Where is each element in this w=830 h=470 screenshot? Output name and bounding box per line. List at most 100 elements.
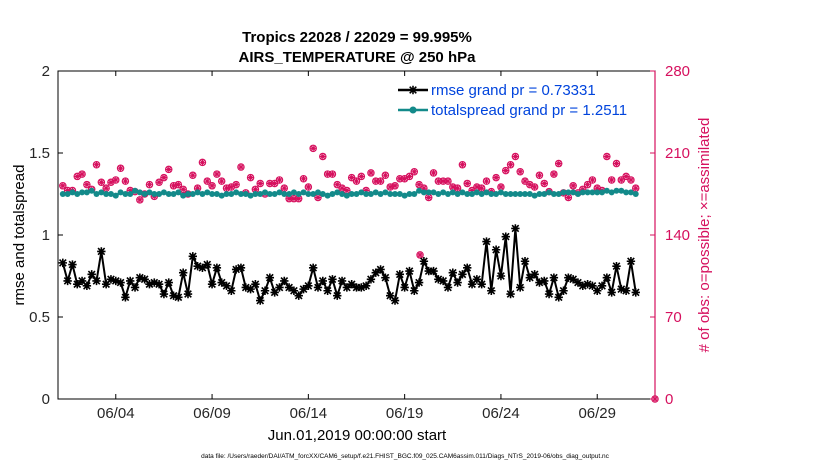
obs-assimilated-marker [589,176,596,184]
rmse-point [227,286,236,295]
star-center [104,282,109,287]
star-center [349,282,354,287]
spread-point [372,189,379,196]
spread-point [416,187,423,194]
rmse-point [126,276,135,286]
obs-point [376,177,385,185]
spread-point [367,191,374,197]
star-center [330,277,335,282]
obs-point [347,173,356,182]
obs-assimilated-marker [98,179,105,186]
star-center [503,234,508,239]
y-tick-label: 1.5 [29,145,50,162]
obs-assimilated-marker [237,163,245,171]
obs-assimilated-marker [194,184,201,192]
y-axis-label: rmse and totalspread [11,165,28,306]
obs-assimilated-marker [78,170,86,178]
obs-assimilated-marker [536,172,543,179]
star-center [547,292,552,297]
rmse-point [631,288,640,297]
rmse-point [597,281,607,291]
obs-assimilated-marker [204,177,211,185]
star-center [474,277,479,282]
obs-assimilated-marker [449,183,456,191]
obs-point [516,167,524,176]
rmse-point [58,258,68,268]
obs-point [357,172,366,181]
rmse-point [342,283,352,292]
rmse-point [347,280,356,289]
spread-point [290,189,297,196]
y-tick-label: 0.5 [29,309,50,326]
star-center [60,260,65,265]
legend-rmse-marker [408,85,418,95]
rmse-point [178,268,188,277]
star-center [393,298,398,303]
rmse-point [217,278,226,287]
rmse-point [463,263,472,272]
obs-point [232,180,240,189]
rmse-point [207,280,217,289]
chart-title: Tropics 22028 / 22029 = 99.995% [242,29,472,46]
star-center [287,285,292,290]
obs-point [275,176,284,184]
obs-point [569,182,577,190]
rmse-point [621,286,631,295]
obs-assimilated-marker [170,182,177,189]
rmse-point [487,286,496,295]
star-center [373,270,378,275]
rmse-point [236,263,246,272]
star-center [600,283,605,288]
spread-point [266,191,273,197]
spread-point [339,191,346,197]
obs-assimilated-marker [208,182,216,189]
obs-assimilated-marker [401,175,408,182]
spread-point [64,191,71,197]
obs-assimilated-marker [218,177,225,185]
obs-assimilated-marker [569,182,577,189]
rmse-point [424,266,433,276]
star-center [498,274,503,278]
obs-assimilated-marker [492,174,500,181]
rmse-point [554,293,563,302]
rmse-point [352,283,361,292]
obs-point [112,176,120,184]
star-center [344,285,349,290]
obs-assimilated-marker [391,182,399,189]
star-center [253,282,258,287]
y-tick-label: 2 [42,63,50,80]
star-center [527,275,532,280]
star-center [397,272,402,277]
star-center [354,285,359,290]
spread-point [396,191,403,197]
star-center [556,295,561,300]
star-center [421,259,426,264]
obs-assimilated-marker [305,183,312,191]
spread-point [271,191,278,197]
obs-assimilated-marker [603,153,611,160]
star-center [604,275,609,280]
star-center [614,264,619,269]
spread-point [180,192,187,199]
rmse-point [593,286,602,295]
spread-point [242,191,249,197]
data-file-footnote: data file: /Users/raeder/DAI/ATM_forcXX/… [201,453,610,460]
obs-point [352,177,361,185]
star-center [561,288,566,293]
obs-point [453,184,462,192]
obs-assimilated-marker [329,170,336,178]
spread-point [88,187,95,194]
obs-assimilated-marker [613,160,620,167]
rmse-point [212,263,222,272]
obs-point [367,169,375,177]
obs-assimilated-marker [632,184,639,192]
obs-point [506,160,515,169]
rmse-point [101,280,111,289]
x-axis-label: Jun.01,2019 00:00:00 start [268,427,447,444]
spread-point [517,191,524,197]
spread-point [334,189,341,196]
spread-point [262,189,269,196]
spread-point [608,189,615,196]
tick-marks [58,70,655,400]
